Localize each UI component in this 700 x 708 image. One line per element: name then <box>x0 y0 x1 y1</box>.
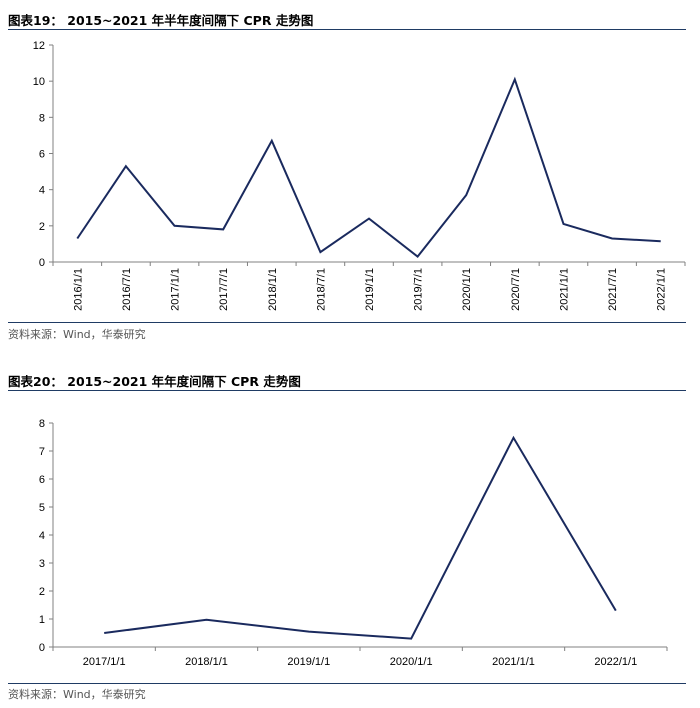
y-tick-label: 4 <box>39 185 45 197</box>
y-tick-label: 6 <box>39 474 45 486</box>
y-tick-label: 3 <box>39 558 45 570</box>
y-tick-label: 5 <box>39 502 45 514</box>
x-tick-label: 2018/1/1 <box>185 656 228 668</box>
x-tick-label: 2019/1/1 <box>287 656 330 668</box>
x-tick-label: 2016/7/1 <box>121 268 133 311</box>
y-tick-label: 10 <box>33 76 45 88</box>
y-tick-label: 2 <box>39 586 45 598</box>
chart19-title: 图表19： 2015~2021 年半年度间隔下 CPR 走势图 <box>8 13 314 28</box>
x-tick-label: 2017/1/1 <box>83 656 126 668</box>
chart19-source: 资料来源：Wind，华泰研究 <box>8 328 146 341</box>
chart19-plot: 0 2 4 6 8 10 12 2016/1/1 2016/7/1 2017/1/1 2017/7/… <box>33 40 686 311</box>
y-tick-label: 6 <box>39 149 45 161</box>
y-tick-label: 0 <box>39 642 45 654</box>
y-tick-label: 4 <box>39 530 45 542</box>
x-tick-label: 2016/1/1 <box>72 268 84 311</box>
y-tick-label: 12 <box>33 40 45 52</box>
y-tick-label: 0 <box>39 257 45 269</box>
chart19-title-rule <box>8 29 686 30</box>
x-tick-label: 2018/7/1 <box>315 268 327 311</box>
chart20-source: 资料来源：Wind，华泰研究 <box>8 688 146 701</box>
x-tick-label: 2017/7/1 <box>218 268 230 311</box>
x-tick-label: 2018/1/1 <box>267 268 279 311</box>
x-tick-label: 2020/1/1 <box>390 656 433 668</box>
x-tick-label: 2021/1/1 <box>558 268 570 311</box>
x-tick-label: 2021/1/1 <box>492 656 535 668</box>
x-tick-label: 2021/7/1 <box>607 268 619 311</box>
y-tick-label: 8 <box>39 418 45 430</box>
chart19-source-rule <box>8 322 686 323</box>
chart20-title: 图表20： 2015~2021 年年度间隔下 CPR 走势图 <box>8 374 301 389</box>
x-tick-label: 2019/1/1 <box>364 268 376 311</box>
chart20-source-rule <box>8 683 686 684</box>
y-tick-label: 8 <box>39 112 45 124</box>
y-tick-label: 7 <box>39 446 45 458</box>
series-line <box>76 76 661 259</box>
x-tick-label: 2022/1/1 <box>594 656 637 668</box>
y-tick-label: 1 <box>39 614 45 626</box>
chart20-plot: 0 1 2 3 4 5 6 7 8 2017/1/1 2018/1/1 2019/1/1 2020/1/… <box>39 418 668 668</box>
y-tick-label: 2 <box>39 221 45 233</box>
series-line <box>104 435 617 640</box>
chart20-title-rule <box>8 390 686 391</box>
x-tick-label: 2020/1/1 <box>461 268 473 311</box>
x-tick-label: 2017/1/1 <box>170 268 182 311</box>
x-tick-label: 2022/1/1 <box>656 268 668 311</box>
x-tick-label: 2019/7/1 <box>413 268 425 311</box>
x-tick-label: 2020/7/1 <box>510 268 522 311</box>
